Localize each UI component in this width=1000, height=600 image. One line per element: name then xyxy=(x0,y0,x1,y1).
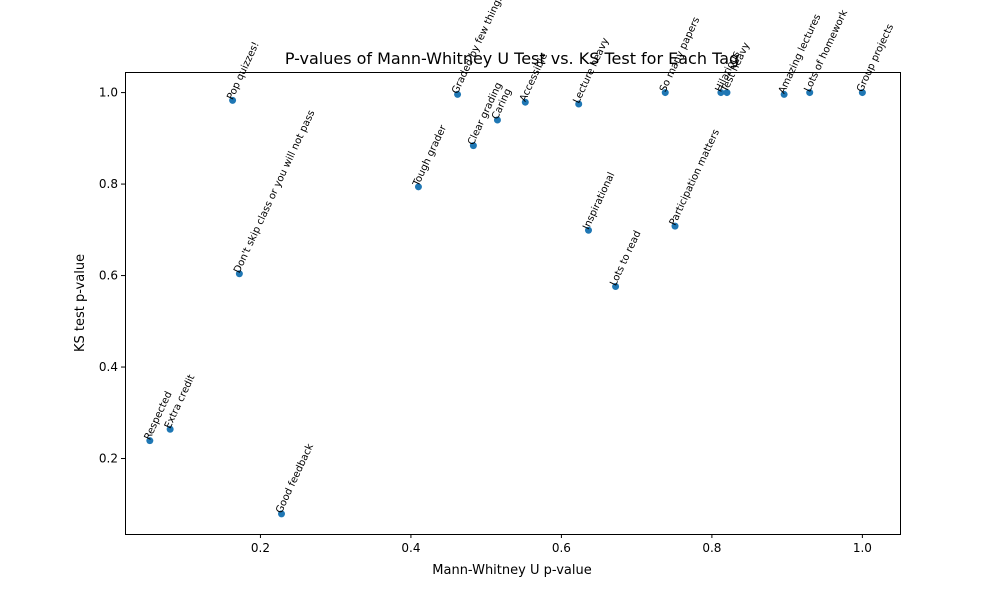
point-label: Inspirational xyxy=(581,171,617,232)
x-tick-label: 0.4 xyxy=(401,541,420,555)
point-label: Lots to read xyxy=(608,229,643,288)
x-tick-label: 0.2 xyxy=(251,541,270,555)
point-label: Pop quizzes! xyxy=(225,40,261,101)
y-tick-label: 0.2 xyxy=(99,452,118,466)
scatter-point xyxy=(469,142,477,150)
scatter-point xyxy=(717,89,725,97)
scatter-point xyxy=(584,226,592,234)
scatter-point xyxy=(661,89,669,97)
y-axis-label: KS test p-value xyxy=(73,254,88,352)
scatter-point xyxy=(229,96,237,104)
point-label: Graded by few things xyxy=(450,0,505,96)
plot-frame xyxy=(125,72,901,535)
scatter-point xyxy=(671,222,679,230)
scatter-point xyxy=(806,89,814,97)
scatter-point xyxy=(278,510,286,518)
scatter-point xyxy=(454,90,462,98)
scatter-point xyxy=(521,98,529,106)
x-axis: 0.2 0.4 0.6 0.8 1.0 xyxy=(251,534,872,555)
plot-area: Pop quizzes! Don't skip class or you will… xyxy=(143,0,896,518)
x-tick-label: 1.0 xyxy=(853,541,872,555)
scatter-point xyxy=(235,270,243,278)
scatter-point xyxy=(414,183,422,191)
scatter-point xyxy=(612,283,620,291)
point-label: Participation matters xyxy=(668,128,722,228)
scatter-point xyxy=(166,425,174,433)
y-tick-label: 0.8 xyxy=(99,177,118,191)
x-tick-label: 0.8 xyxy=(702,541,721,555)
x-tick-label: 0.6 xyxy=(552,541,571,555)
scatter-point xyxy=(493,116,501,124)
point-label: Don't skip class or you will not pass xyxy=(232,109,317,275)
x-axis-label: Mann-Whitney U p-value xyxy=(432,563,591,578)
y-axis: 0.2 0.4 0.6 0.8 1.0 xyxy=(99,86,125,466)
scatter-point xyxy=(575,100,583,108)
y-tick-label: 0.4 xyxy=(99,360,118,374)
scatter-point xyxy=(723,89,731,97)
point-label: Group projects xyxy=(855,23,896,94)
point-label: Lecture heavy xyxy=(571,36,611,105)
scatter-point xyxy=(146,437,154,445)
scatter-point xyxy=(780,90,788,98)
chart-title: P-values of Mann-Whitney U Test vs. KS T… xyxy=(285,49,739,68)
point-label: Tough grader xyxy=(411,123,450,189)
y-tick-label: 1.0 xyxy=(99,86,118,100)
scatter-point xyxy=(858,89,866,97)
y-tick-label: 0.6 xyxy=(99,269,118,283)
point-label: Good feedback xyxy=(274,442,316,515)
